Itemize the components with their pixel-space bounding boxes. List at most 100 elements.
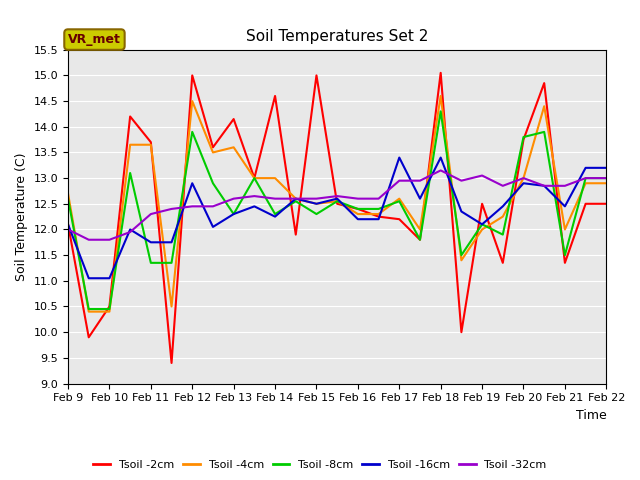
Tsoil -2cm xyxy=(292,232,300,238)
Tsoil -8cm xyxy=(354,206,362,212)
Tsoil -32cm xyxy=(602,175,610,181)
Tsoil -32cm xyxy=(230,196,237,202)
Tsoil -8cm xyxy=(582,175,589,181)
Tsoil -4cm xyxy=(188,98,196,104)
Tsoil -8cm xyxy=(168,260,175,266)
Tsoil -4cm xyxy=(354,211,362,217)
Y-axis label: Soil Temperature (C): Soil Temperature (C) xyxy=(15,152,28,281)
Tsoil -2cm xyxy=(126,114,134,120)
Tsoil -2cm xyxy=(271,93,279,99)
Tsoil -8cm xyxy=(106,306,113,312)
Tsoil -2cm xyxy=(396,216,403,222)
Tsoil -16cm xyxy=(271,214,279,219)
Tsoil -32cm xyxy=(416,178,424,183)
Tsoil -32cm xyxy=(375,196,383,202)
Tsoil -16cm xyxy=(209,224,217,230)
Tsoil -2cm xyxy=(188,72,196,78)
Tsoil -32cm xyxy=(209,204,217,209)
Tsoil -2cm xyxy=(416,237,424,242)
Tsoil -32cm xyxy=(396,178,403,183)
Tsoil -2cm xyxy=(250,175,258,181)
Tsoil -32cm xyxy=(478,173,486,179)
Tsoil -16cm xyxy=(106,276,113,281)
Tsoil -16cm xyxy=(250,204,258,209)
Tsoil -2cm xyxy=(333,201,341,207)
Tsoil -2cm xyxy=(147,139,155,145)
Tsoil -16cm xyxy=(354,216,362,222)
Tsoil -32cm xyxy=(499,183,507,189)
Tsoil -8cm xyxy=(85,306,93,312)
Tsoil -16cm xyxy=(168,240,175,245)
Tsoil -16cm xyxy=(64,221,72,227)
Tsoil -32cm xyxy=(85,237,93,242)
Tsoil -4cm xyxy=(292,196,300,202)
Tsoil -32cm xyxy=(250,193,258,199)
X-axis label: Time: Time xyxy=(575,409,606,422)
Tsoil -32cm xyxy=(437,168,445,173)
Tsoil -4cm xyxy=(271,175,279,181)
Tsoil -8cm xyxy=(312,211,320,217)
Tsoil -4cm xyxy=(478,227,486,232)
Tsoil -8cm xyxy=(333,198,341,204)
Tsoil -8cm xyxy=(561,252,569,258)
Tsoil -8cm xyxy=(271,211,279,217)
Tsoil -16cm xyxy=(333,196,341,202)
Tsoil -8cm xyxy=(250,175,258,181)
Tsoil -32cm xyxy=(168,206,175,212)
Tsoil -16cm xyxy=(437,155,445,160)
Tsoil -8cm xyxy=(458,252,465,258)
Tsoil -2cm xyxy=(437,70,445,76)
Tsoil -32cm xyxy=(540,183,548,189)
Tsoil -32cm xyxy=(292,196,300,202)
Tsoil -16cm xyxy=(230,211,237,217)
Tsoil -2cm xyxy=(230,116,237,122)
Tsoil -4cm xyxy=(458,257,465,263)
Tsoil -8cm xyxy=(416,237,424,242)
Tsoil -2cm xyxy=(499,260,507,266)
Tsoil -2cm xyxy=(64,221,72,227)
Tsoil -16cm xyxy=(292,196,300,202)
Tsoil -32cm xyxy=(582,175,589,181)
Tsoil -2cm xyxy=(561,260,569,266)
Tsoil -2cm xyxy=(602,201,610,207)
Tsoil -32cm xyxy=(354,196,362,202)
Tsoil -32cm xyxy=(126,229,134,235)
Tsoil -2cm xyxy=(458,329,465,335)
Tsoil -8cm xyxy=(188,129,196,135)
Tsoil -8cm xyxy=(64,196,72,202)
Tsoil -4cm xyxy=(312,201,320,207)
Tsoil -32cm xyxy=(147,211,155,217)
Tsoil -32cm xyxy=(64,227,72,232)
Tsoil -4cm xyxy=(582,180,589,186)
Tsoil -8cm xyxy=(230,211,237,217)
Tsoil -32cm xyxy=(520,175,527,181)
Tsoil -16cm xyxy=(602,165,610,171)
Tsoil -4cm xyxy=(250,175,258,181)
Tsoil -4cm xyxy=(64,191,72,196)
Line: Tsoil -8cm: Tsoil -8cm xyxy=(68,111,606,309)
Tsoil -4cm xyxy=(396,196,403,202)
Tsoil -8cm xyxy=(147,260,155,266)
Tsoil -2cm xyxy=(312,72,320,78)
Tsoil -8cm xyxy=(499,232,507,238)
Legend: Tsoil -2cm, Tsoil -4cm, Tsoil -8cm, Tsoil -16cm, Tsoil -32cm: Tsoil -2cm, Tsoil -4cm, Tsoil -8cm, Tsoi… xyxy=(89,456,551,474)
Tsoil -16cm xyxy=(375,216,383,222)
Tsoil -32cm xyxy=(271,196,279,202)
Tsoil -8cm xyxy=(126,170,134,176)
Tsoil -4cm xyxy=(416,227,424,232)
Tsoil -16cm xyxy=(582,165,589,171)
Tsoil -2cm xyxy=(354,206,362,212)
Text: VR_met: VR_met xyxy=(68,33,121,46)
Tsoil -8cm xyxy=(209,180,217,186)
Tsoil -16cm xyxy=(416,196,424,202)
Tsoil -2cm xyxy=(375,214,383,219)
Tsoil -32cm xyxy=(561,183,569,189)
Tsoil -16cm xyxy=(520,180,527,186)
Tsoil -2cm xyxy=(540,80,548,86)
Tsoil -32cm xyxy=(458,178,465,183)
Tsoil -16cm xyxy=(126,227,134,232)
Tsoil -8cm xyxy=(602,175,610,181)
Tsoil -16cm xyxy=(540,183,548,189)
Tsoil -2cm xyxy=(168,360,175,366)
Tsoil -32cm xyxy=(188,204,196,209)
